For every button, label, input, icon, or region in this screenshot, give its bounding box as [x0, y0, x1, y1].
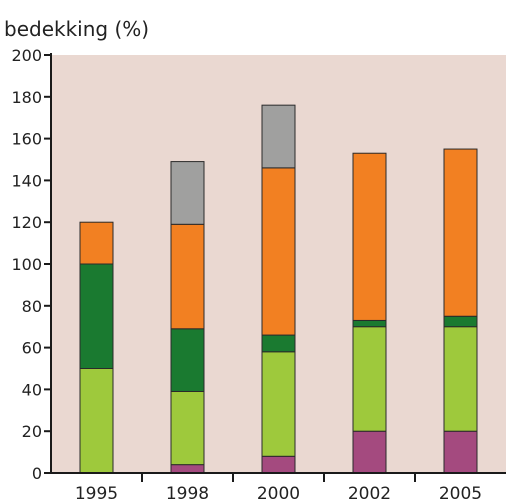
x-axis-ticks: 1995 1998 2000 2002 2005: [75, 473, 482, 503]
y-tick-label: 160: [11, 130, 42, 149]
bar-segment: [352, 430, 387, 474]
x-tick-label: 1998: [166, 484, 209, 503]
bars-group: [79, 104, 478, 474]
bar-segment: [79, 263, 114, 369]
bar-segment: [261, 455, 296, 474]
bar-segment: [443, 326, 478, 432]
bar-segment: [170, 390, 205, 466]
bar-segment: [352, 319, 387, 328]
y-tick-label: 120: [11, 213, 42, 232]
x-tick-label: 1995: [75, 484, 118, 503]
y-tick-label: 100: [11, 255, 42, 274]
y-tick-label: 20: [22, 422, 42, 441]
bar-segment: [261, 167, 296, 336]
y-tick-label: 80: [22, 297, 42, 316]
bar-segment: [352, 152, 387, 321]
bar-segment: [261, 104, 296, 169]
x-tick-label: 2005: [439, 484, 482, 503]
bar-segment: [170, 328, 205, 392]
x-tick-label: 2000: [257, 484, 300, 503]
y-tick-label: 180: [11, 88, 42, 107]
bar-segment: [170, 223, 205, 330]
y-axis-ticks: 0 20 40 60 80 100 120 140 160 180 200: [11, 46, 51, 483]
y-tick-label: 200: [11, 46, 42, 65]
bar-segment: [261, 351, 296, 457]
bar-segment: [170, 161, 205, 225]
bar-segment: [170, 464, 205, 474]
bar-segment: [443, 430, 478, 474]
bar-segment: [79, 368, 114, 474]
bar-segment: [443, 148, 478, 317]
y-tick-label: 40: [22, 380, 42, 399]
x-tick-label: 2002: [348, 484, 391, 503]
y-tick-label: 140: [11, 171, 42, 190]
bar-segment: [79, 221, 114, 265]
bar-segment: [261, 334, 296, 353]
bar-segment: [443, 315, 478, 328]
y-tick-label: 60: [22, 339, 42, 358]
y-axis-label: bedekking (%): [4, 17, 149, 41]
bar-segment: [352, 326, 387, 432]
y-tick-label: 0: [32, 464, 42, 483]
